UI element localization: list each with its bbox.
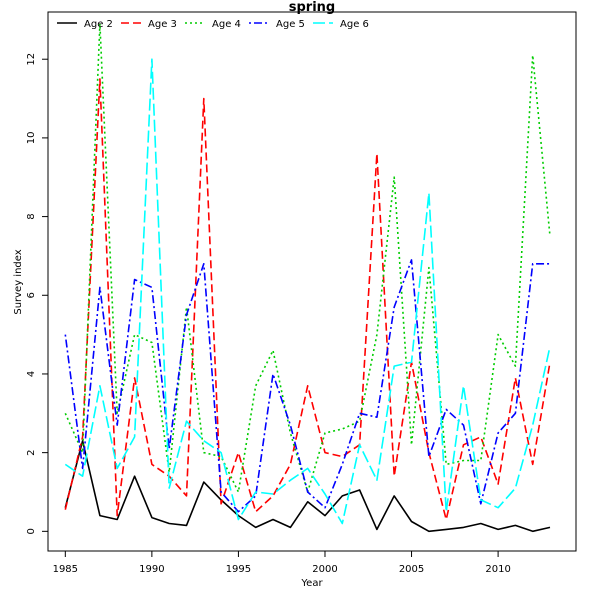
x-tick-label: 1995 bbox=[226, 564, 251, 575]
legend-label: Age 6 bbox=[340, 19, 369, 30]
series-line-age-4 bbox=[64, 22, 551, 493]
y-tick-label: 0 bbox=[26, 528, 37, 534]
y-tick-label: 8 bbox=[26, 213, 37, 219]
x-tick-label: 2000 bbox=[312, 564, 337, 575]
x-tick-label: 1985 bbox=[53, 564, 78, 575]
y-tick-label: 12 bbox=[26, 53, 37, 66]
legend: Age 2 Age 3 Age 4 Age 5 Age 6 bbox=[57, 19, 369, 30]
series-line-age-5 bbox=[64, 259, 550, 513]
y-tick-label: 4 bbox=[26, 371, 37, 377]
y-axis: 0 2 4 6 8 10 12 bbox=[26, 53, 48, 535]
legend-label: Age 3 bbox=[148, 19, 177, 30]
y-tick-label: 2 bbox=[26, 449, 37, 455]
series-line-age-6 bbox=[64, 58, 551, 525]
y-tick-label: 6 bbox=[26, 292, 37, 298]
y-tick-label: 10 bbox=[26, 132, 37, 145]
x-axis-title: Year bbox=[300, 578, 323, 589]
series-line-age-2 bbox=[64, 439, 551, 533]
legend-label: Age 2 bbox=[84, 19, 113, 30]
legend-label: Age 5 bbox=[276, 19, 305, 30]
legend-label: Age 4 bbox=[212, 19, 241, 30]
series-layer bbox=[64, 22, 551, 533]
x-tick-label: 1990 bbox=[139, 564, 164, 575]
y-axis-title: Survey index bbox=[13, 249, 24, 314]
plot-frame bbox=[47, 11, 577, 552]
chart-title: spring bbox=[289, 0, 335, 15]
x-tick-label: 2010 bbox=[485, 564, 510, 575]
x-axis: 1985 1990 1995 2000 2005 2010 bbox=[53, 551, 511, 575]
x-tick-label: 2005 bbox=[399, 564, 424, 575]
series-line-age-3 bbox=[64, 78, 551, 521]
